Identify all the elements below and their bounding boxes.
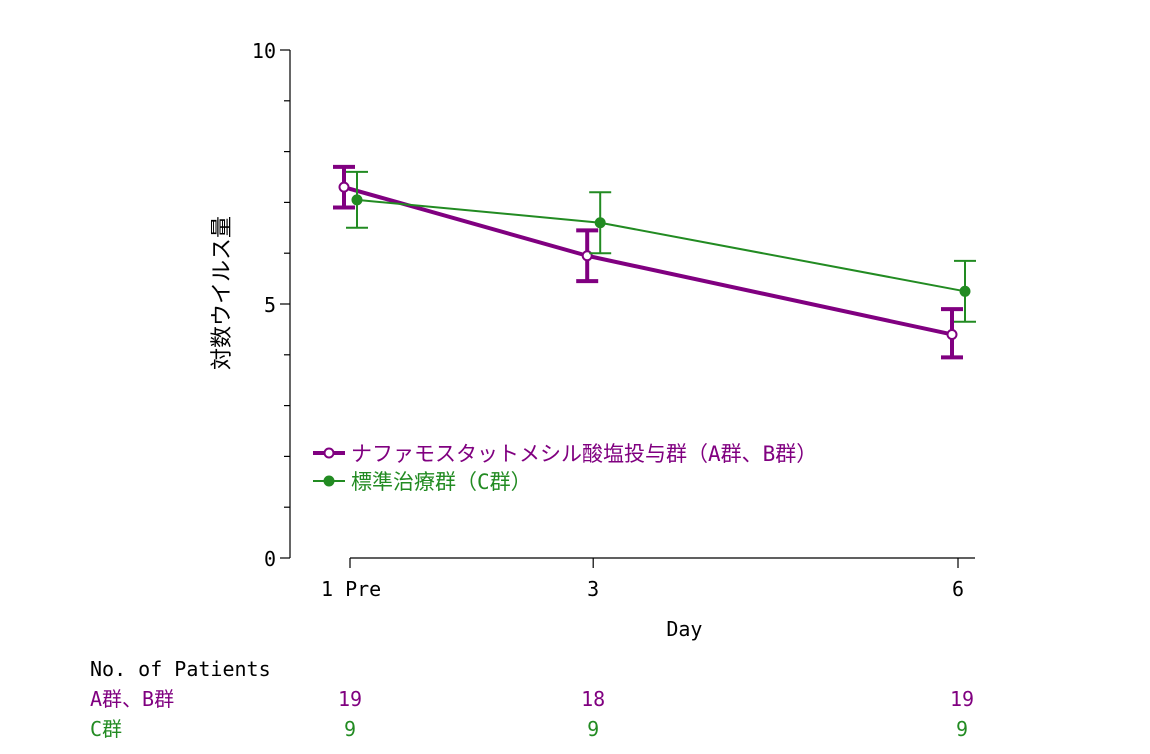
series-2 (346, 170, 976, 323)
series-1 (333, 164, 963, 360)
legend-marker (323, 447, 335, 459)
series-layer (333, 164, 976, 360)
patients-row-label: A群、B群 (90, 687, 174, 711)
y-tick-label: 0 (264, 547, 276, 571)
patients-count: 9 (956, 717, 968, 741)
patients-count: 9 (344, 717, 356, 741)
legend-label: 標準治療群（C群） (351, 470, 532, 494)
patients-count: 19 (338, 687, 362, 711)
data-point (351, 194, 363, 206)
patients-count: 9 (587, 717, 599, 741)
patients-count: 18 (581, 687, 605, 711)
x-tick-label: 1 Pre (321, 577, 381, 601)
y-tick-label: 10 (252, 39, 276, 63)
data-point (959, 285, 971, 297)
patients-count: 19 (950, 687, 974, 711)
y-tick-label: 5 (264, 293, 276, 317)
data-point (946, 328, 958, 340)
y-axis-label: 対数ウイルス量 (210, 216, 235, 370)
series-line (356, 198, 966, 293)
patients-table: No. of Patients A群、B群 19 18 19 C群 9 9 9 (90, 657, 974, 741)
series-line (343, 185, 953, 337)
x-axis-label: Day (666, 617, 702, 641)
axes: 0 5 10 1 Pre 3 6 Day 対数ウイルス量 (210, 39, 975, 641)
x-tick-label: 6 (952, 577, 964, 601)
legend-marker (323, 475, 335, 487)
patients-row-label: C群 (90, 717, 122, 741)
x-tick-label: 3 (587, 577, 599, 601)
data-point (338, 181, 350, 193)
patients-heading: No. of Patients (90, 657, 271, 681)
data-point (594, 217, 606, 229)
legend: ナファモスタットメシル酸塩投与群（A群、B群） 標準治療群（C群） (313, 442, 817, 494)
legend-label: ナファモスタットメシル酸塩投与群（A群、B群） (351, 442, 817, 466)
